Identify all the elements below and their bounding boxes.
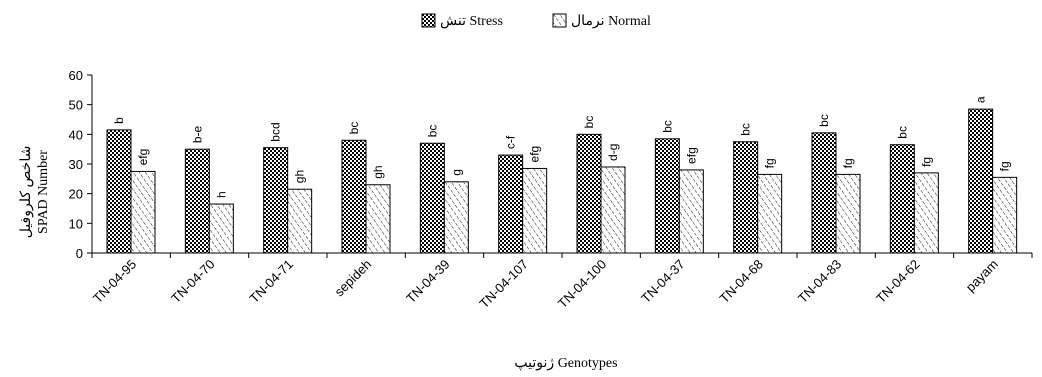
category-labels: TN-04-95 TN-04-70 TN-04-71 sepideh TN-04-39 T… xyxy=(90,257,1001,312)
y-tick-label: 20 xyxy=(69,187,83,202)
y-tick-label: 0 xyxy=(76,246,83,261)
significance-label-stress: b-e xyxy=(190,125,204,143)
y-axis-title: شاخص کلروفیل SPAD Number xyxy=(19,146,51,239)
x-tick-label: TN-04-70 xyxy=(168,257,217,306)
legend-swatch-normal xyxy=(552,13,567,28)
bar-stress xyxy=(263,147,289,254)
significance-label-normal: fg xyxy=(763,158,777,168)
bar-normal xyxy=(913,172,939,254)
bar-normal xyxy=(600,166,626,254)
significance-label-stress: bc xyxy=(582,116,596,129)
significance-label-stress: bc xyxy=(347,122,361,135)
x-tick-label: TN-04-83 xyxy=(795,257,844,306)
significance-label-stress: bcd xyxy=(269,122,283,141)
legend-item-normal: نرمال Normal xyxy=(552,13,651,29)
axes: 0 10 20 30 40 50 60 xyxy=(69,68,1033,261)
significance-labels: b efg b-e h bcd gh bc gh bc g c-f efg bc d-g bc efg bc fg… xyxy=(112,96,1012,198)
significance-label-stress: bc xyxy=(817,114,831,127)
bar-normal xyxy=(678,169,704,254)
significance-label-normal: efg xyxy=(684,147,698,164)
bars xyxy=(106,108,1018,254)
significance-label-normal: fg xyxy=(841,158,855,168)
significance-label-normal: g xyxy=(449,169,463,176)
x-tick-label: payam xyxy=(963,257,1001,295)
x-tick-label: TN-04-37 xyxy=(638,257,687,306)
y-axis-title-line-1: شاخص کلروفیل xyxy=(19,146,34,239)
significance-label-normal: fg xyxy=(919,157,933,167)
x-tick-label: TN-04-95 xyxy=(90,257,139,306)
y-tick-label: 50 xyxy=(69,98,83,113)
x-tick-label: TN-04-68 xyxy=(717,257,766,306)
significance-label-stress: a xyxy=(974,96,988,103)
x-tick-label: TN-04-39 xyxy=(403,257,452,306)
bar-normal xyxy=(757,173,783,254)
significance-label-normal: h xyxy=(214,191,228,198)
bar-stress xyxy=(184,148,210,254)
significance-label-stress: bc xyxy=(425,125,439,138)
bar-normal xyxy=(522,167,548,254)
bar-stress xyxy=(811,132,837,254)
significance-label-normal: gh xyxy=(293,170,307,183)
bar-stress xyxy=(576,133,602,254)
bar-stress xyxy=(733,141,759,254)
x-tick-label: TN-04-107 xyxy=(476,257,531,312)
significance-label-normal: efg xyxy=(528,146,542,163)
y-tick-label: 30 xyxy=(69,157,83,172)
bar-normal xyxy=(835,173,861,254)
bar-normal xyxy=(992,176,1018,254)
significance-label-normal: fg xyxy=(998,161,1012,171)
significance-label-stress: bc xyxy=(739,123,753,136)
bar-stress xyxy=(341,139,367,254)
significance-label-stress: bc xyxy=(660,120,674,133)
x-tick-label: TN-04-62 xyxy=(873,257,922,306)
y-tick-label: 40 xyxy=(69,127,83,142)
x-tick-label: TN-04-100 xyxy=(555,257,610,312)
x-tick-label: sepideh xyxy=(331,257,374,300)
bar-normal xyxy=(130,170,156,254)
bar-normal xyxy=(208,203,234,254)
significance-label-normal: efg xyxy=(136,149,150,166)
x-tick-label: TN-04-71 xyxy=(247,257,296,306)
significance-label-stress: c-f xyxy=(504,135,518,149)
legend: تنش Stress نرمال Normal xyxy=(421,13,651,29)
bar-stress xyxy=(498,154,524,254)
bar-normal xyxy=(365,184,391,254)
bar-normal xyxy=(443,181,469,254)
significance-label-stress: bc xyxy=(895,126,909,139)
legend-swatch-stress xyxy=(421,13,436,28)
bar-stress xyxy=(889,144,915,254)
bar-stress xyxy=(654,138,680,254)
legend-item-stress: تنش Stress xyxy=(421,13,503,29)
bar-stress xyxy=(968,108,994,254)
x-axis-title: ژنوتیپ Genotypes xyxy=(514,356,617,371)
legend-label-stress: تنش Stress xyxy=(440,14,503,29)
bar-stress xyxy=(106,129,132,254)
significance-label-normal: gh xyxy=(371,165,385,178)
significance-label-stress: b xyxy=(112,117,126,124)
y-tick-label: 60 xyxy=(69,68,83,83)
significance-label-normal: d-g xyxy=(606,144,620,161)
y-tick-label: 10 xyxy=(69,216,83,231)
bar-stress xyxy=(419,142,445,254)
y-axis-title-line-2: SPAD Number xyxy=(36,150,51,234)
legend-label-normal: نرمال Normal xyxy=(571,14,651,29)
bar-normal xyxy=(287,188,313,254)
